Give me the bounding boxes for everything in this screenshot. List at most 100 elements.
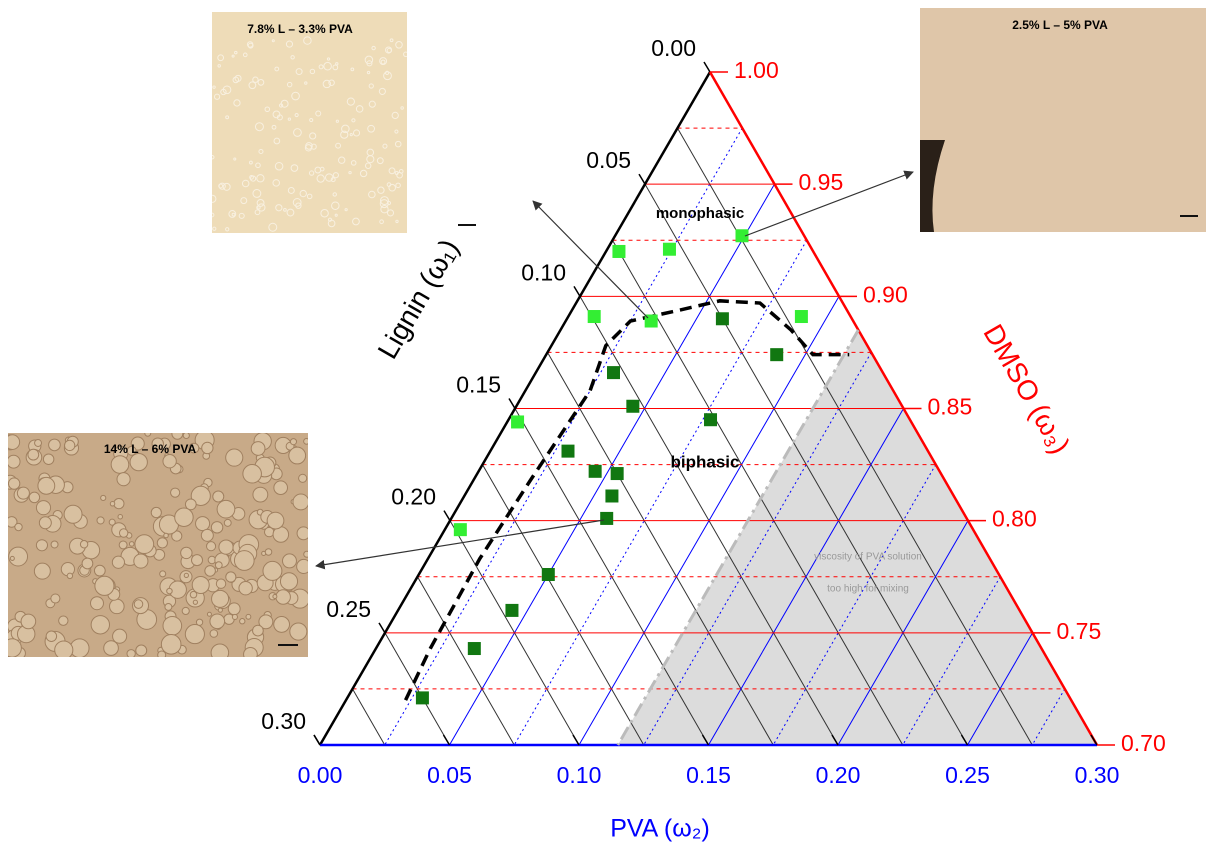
droplet [7,455,20,468]
tick-mark [444,511,450,521]
droplet [289,447,306,464]
lignin-tick-label: 0.10 [521,259,566,285]
tick-mark [704,62,710,72]
droplet [118,515,122,519]
droplet [17,487,29,499]
sample-point [511,415,524,428]
droplet [210,630,218,638]
sample-point [795,310,808,323]
droplet [251,442,265,456]
sample-point [416,691,429,704]
droplet [192,576,209,593]
droplet [293,494,309,510]
droplet [175,508,193,526]
droplet [91,616,109,634]
droplet [193,600,197,604]
droplet [253,487,268,502]
droplet [46,631,56,641]
droplet [201,529,213,541]
droplet [211,522,222,533]
pva-tick-label: 0.30 [1075,762,1120,788]
droplet [51,594,60,603]
droplet [213,491,224,502]
axis-title: PVA (ω₂) [610,815,710,843]
droplet [157,538,167,548]
sample-point [468,642,481,655]
pva-tick-label: 0.10 [557,762,602,788]
droplet [267,512,284,529]
droplet [276,590,291,605]
droplet [192,555,203,566]
droplet [283,554,297,568]
sample-point [454,523,467,536]
sample-point [562,445,575,458]
droplet [224,519,231,526]
droplet [35,440,42,447]
droplet [8,478,19,489]
droplet [51,541,58,548]
droplet [202,442,213,453]
dmso-tick-label: 0.90 [863,281,908,307]
tick-mark [444,735,450,745]
inset-label: 2.5% L – 5% PVA [1012,18,1108,32]
droplet [135,535,154,554]
droplet [5,435,20,450]
pva-tick-label: 0.00 [298,762,343,788]
pva-tick-label: 0.20 [816,762,861,788]
droplet [104,641,119,656]
droplet [161,635,181,655]
annotation: monophasic [656,205,744,222]
droplet [94,565,105,576]
droplet [163,616,182,635]
dmso-tick-label: 0.85 [928,394,973,420]
lignin-tick-label: 0.20 [391,484,436,510]
sample-point [612,245,625,258]
droplet [299,474,307,482]
droplet [80,541,87,548]
droplet [297,527,310,540]
droplet [239,582,252,595]
droplet [216,579,225,588]
droplet [134,554,148,568]
sample-point [542,568,555,581]
droplet [136,645,147,656]
lignin-tick-label: 0.30 [261,708,306,734]
droplet [97,517,104,524]
droplet [183,432,189,438]
region-label: viscosity of PVA solution [814,552,922,563]
grid-line [353,689,385,745]
droplet [64,505,82,523]
droplet [111,456,129,474]
dmso-tick-label: 1.00 [734,57,779,83]
dmso-tick-label: 0.95 [799,169,844,195]
droplet [39,517,51,529]
droplet [273,595,277,599]
sample-point [611,467,624,480]
droplet [49,439,61,451]
inset-image [920,8,1206,232]
droplet [244,648,258,662]
tick-mark [379,623,385,633]
region-label: too high for mixing [827,584,909,595]
sample-point [589,465,602,478]
droplet [297,559,311,573]
tick-mark [509,399,515,409]
droplet [114,499,124,509]
droplet [59,616,68,625]
droplet [212,590,229,607]
axis-title: Lignin (ω₁) [372,234,465,364]
sample-point [600,512,613,525]
droplet [3,639,21,657]
lignin-tick-label: 0.05 [586,147,631,173]
pva-tick-label: 0.25 [945,762,990,788]
droplet [134,600,143,609]
sample-point [588,310,601,323]
droplet [205,566,216,577]
lignin-tick-label: 0.00 [651,35,696,61]
droplet [55,641,73,659]
droplet [167,588,173,594]
droplet [185,625,204,644]
droplet [232,614,237,619]
droplet [21,614,36,629]
droplet [165,603,172,610]
